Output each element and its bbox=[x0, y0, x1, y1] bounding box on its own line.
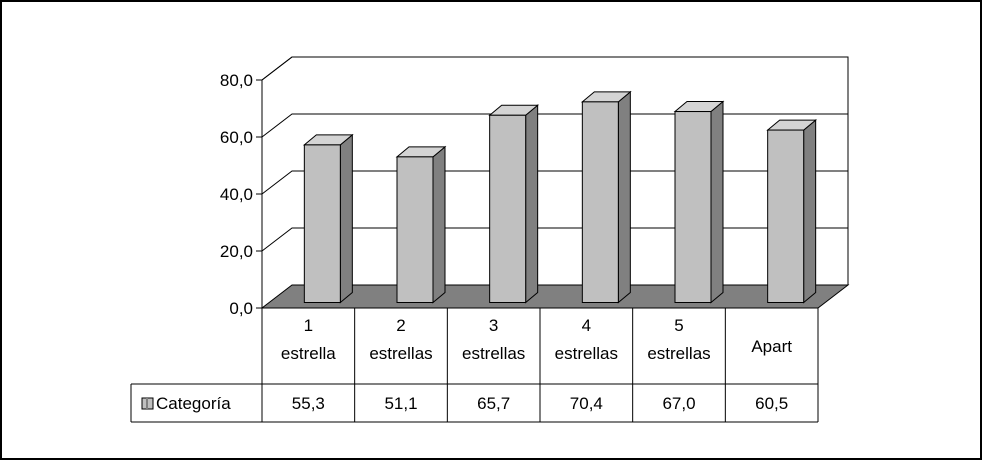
x-category-label: 3 estrellas bbox=[462, 316, 525, 363]
gridline bbox=[261, 113, 848, 138]
x-category-label-line: estrella bbox=[281, 344, 336, 363]
x-category-label: 2 estrellas bbox=[369, 316, 432, 363]
y-tick-label: 80,0 bbox=[220, 71, 253, 90]
x-category-label-line: estrellas bbox=[555, 344, 618, 363]
gridline bbox=[261, 170, 848, 195]
x-category-label: 4 estrellas bbox=[555, 316, 618, 363]
legend-series-name: Categoría bbox=[156, 394, 231, 413]
x-category-label-line: 2 bbox=[396, 316, 405, 335]
x-category-label-line: estrellas bbox=[369, 344, 432, 363]
bar-front bbox=[396, 156, 434, 303]
x-category-label-line: estrellas bbox=[462, 344, 525, 363]
y-tick-label: 20,0 bbox=[220, 242, 253, 261]
bar-front bbox=[489, 114, 527, 303]
bar bbox=[302, 133, 354, 304]
bar-side bbox=[525, 104, 539, 304]
x-category-label-line: 4 bbox=[582, 316, 591, 335]
bar-front bbox=[674, 111, 712, 303]
bar-side bbox=[617, 90, 631, 304]
bar bbox=[580, 90, 632, 304]
data-value-label: 60,5 bbox=[755, 394, 788, 413]
bar-front bbox=[581, 101, 619, 303]
data-value-label: 51,1 bbox=[384, 394, 417, 413]
bar-side bbox=[710, 100, 724, 304]
gridline bbox=[261, 227, 848, 252]
gridline bbox=[261, 56, 848, 81]
data-value-label: 55,3 bbox=[292, 394, 325, 413]
bar bbox=[766, 119, 818, 304]
gridlines bbox=[261, 56, 848, 252]
y-tick-label: 60,0 bbox=[220, 128, 253, 147]
x-category-label-line: 5 bbox=[674, 316, 683, 335]
bar-front bbox=[767, 129, 805, 303]
data-value-label: 67,0 bbox=[662, 394, 695, 413]
x-category-label: 5 estrellas bbox=[647, 316, 710, 363]
x-category-label: Apart bbox=[751, 337, 792, 356]
data-value-label: 65,7 bbox=[477, 394, 510, 413]
bar bbox=[673, 100, 725, 304]
bar-side bbox=[339, 133, 353, 304]
bar-side bbox=[432, 145, 446, 304]
y-tick-label: 0,0 bbox=[229, 299, 253, 318]
x-category-label-line: 1 bbox=[304, 316, 313, 335]
bar-side bbox=[803, 119, 817, 304]
bar bbox=[395, 145, 447, 304]
bar bbox=[488, 104, 540, 304]
x-category-label-line: estrellas bbox=[647, 344, 710, 363]
bar-front bbox=[303, 144, 341, 303]
x-category-label-line: 3 bbox=[489, 316, 498, 335]
bars bbox=[302, 90, 818, 304]
y-tick-label: 40,0 bbox=[220, 185, 253, 204]
x-category-label: 1 estrella bbox=[281, 316, 336, 363]
data-value-label: 70,4 bbox=[570, 394, 603, 413]
y-axis: 0,0 20,0 40,0 60,0 80,0 bbox=[220, 71, 263, 318]
